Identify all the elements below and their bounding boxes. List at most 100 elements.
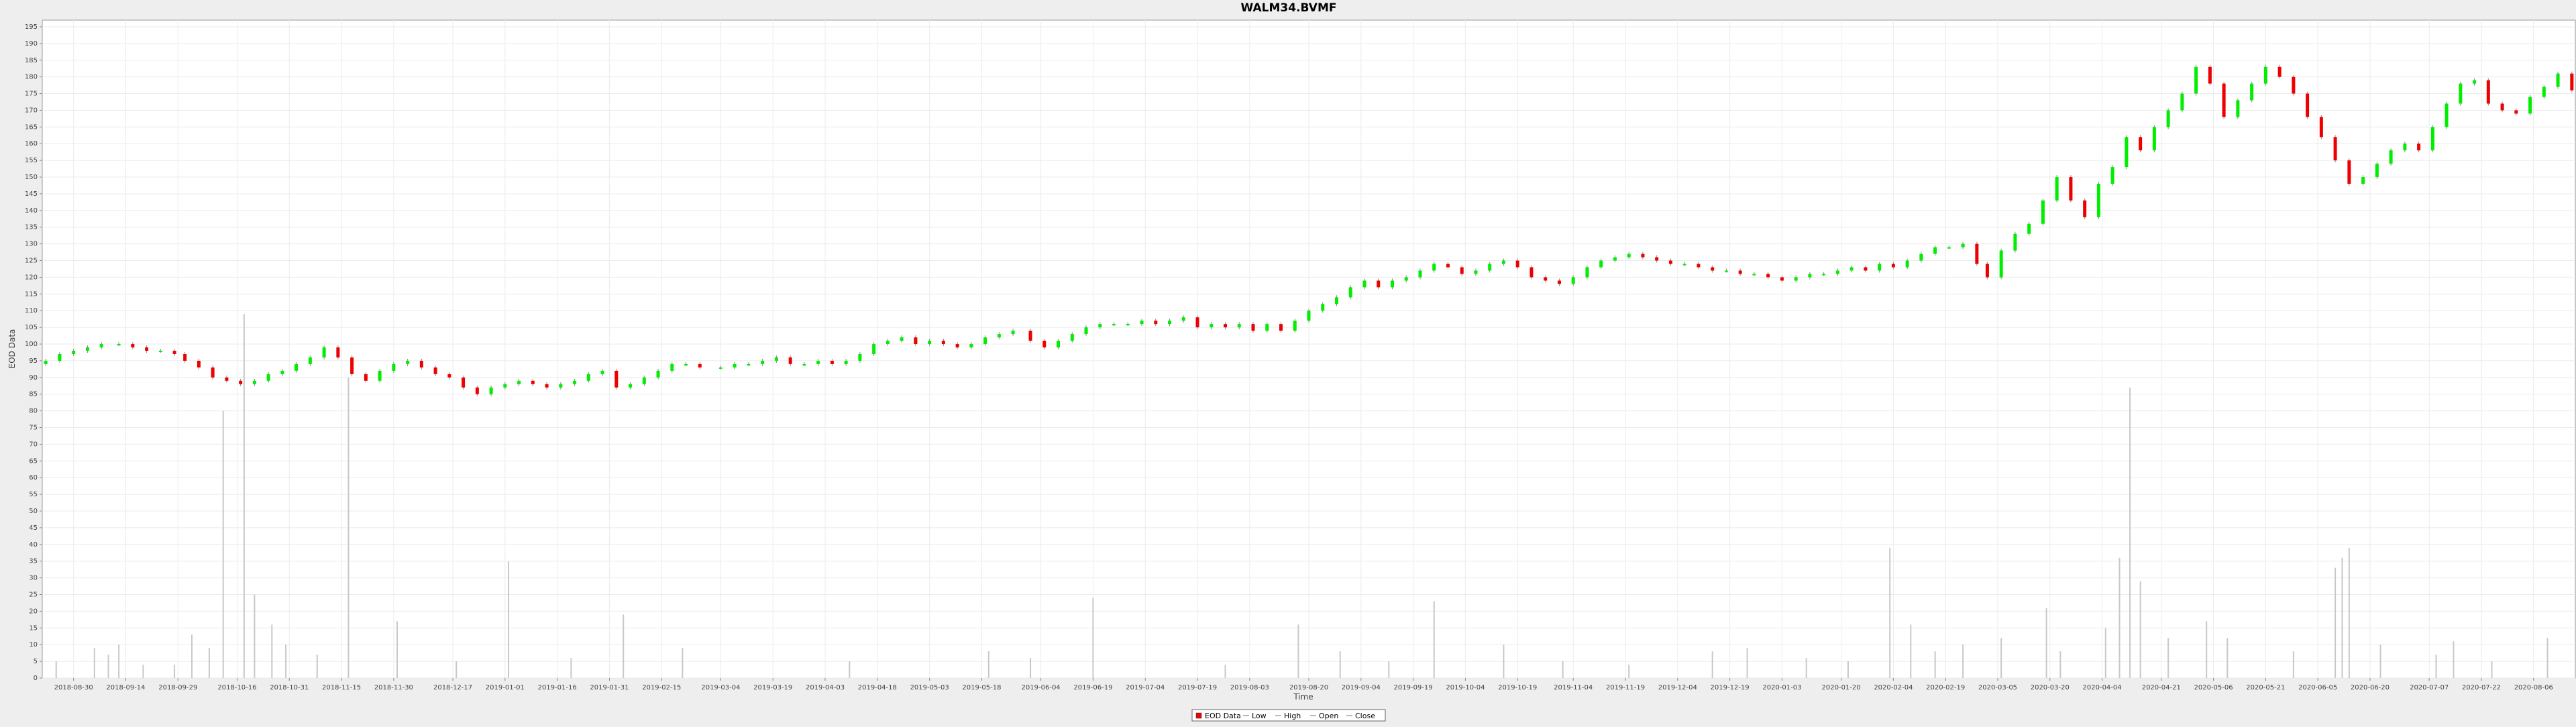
candle-down bbox=[364, 374, 368, 381]
volume-bar bbox=[1433, 601, 1435, 678]
y-tick-label: 180 bbox=[25, 74, 38, 81]
volume-bar bbox=[2139, 581, 2141, 678]
candle-up bbox=[1362, 280, 1366, 288]
candle-up bbox=[718, 367, 722, 369]
candle-down bbox=[211, 367, 215, 378]
candle-up bbox=[1724, 270, 1728, 272]
volume-bar bbox=[2341, 557, 2343, 678]
x-tick-label: 2018-12-17 bbox=[433, 684, 472, 691]
x-tick-label: 2020-05-06 bbox=[2194, 684, 2233, 691]
candle-up bbox=[1404, 277, 1408, 281]
x-tick-label: 2019-05-18 bbox=[962, 684, 1001, 691]
candle-up bbox=[1112, 324, 1116, 326]
candle-down bbox=[955, 344, 959, 348]
y-tick-label: 25 bbox=[29, 592, 38, 599]
candle-up bbox=[2041, 200, 2045, 224]
candle-down bbox=[941, 341, 945, 345]
volume-bar bbox=[1847, 661, 1849, 678]
candle-up bbox=[117, 344, 121, 346]
candle-down bbox=[2222, 83, 2226, 117]
candle-up bbox=[761, 360, 765, 364]
x-tick-label: 2020-03-20 bbox=[2031, 684, 2070, 691]
candle-up bbox=[99, 344, 103, 348]
candle-up bbox=[2125, 137, 2129, 168]
volume-bar bbox=[1711, 651, 1713, 678]
candle-down bbox=[830, 360, 834, 364]
volume-bar bbox=[455, 661, 458, 678]
candle-down bbox=[239, 380, 243, 384]
chart-title: WALM34.BVMF bbox=[1241, 1, 1337, 15]
candle-up bbox=[2013, 233, 2017, 251]
candle-up bbox=[1390, 280, 1394, 288]
volume-bar bbox=[118, 645, 120, 678]
candle-up bbox=[586, 374, 590, 381]
candle-up bbox=[2263, 66, 2267, 84]
candle-down bbox=[1864, 267, 1868, 271]
y-tick-label: 15 bbox=[29, 624, 38, 632]
y-tick-label: 100 bbox=[25, 341, 38, 348]
legend-label: EOD Data bbox=[1205, 712, 1241, 720]
volume-bar bbox=[254, 594, 256, 678]
candle-down bbox=[1711, 267, 1715, 271]
legend-box bbox=[1191, 709, 1386, 722]
y-tick-label: 85 bbox=[29, 391, 38, 398]
candle-up bbox=[1835, 270, 1839, 274]
volume-bar bbox=[1030, 658, 1032, 678]
volume-bar bbox=[2118, 557, 2121, 678]
candle-down bbox=[531, 380, 535, 384]
volume-bar bbox=[191, 634, 193, 678]
candle-up bbox=[670, 364, 674, 371]
candle-down bbox=[1544, 277, 1548, 281]
candle-down bbox=[475, 387, 479, 394]
candle-down bbox=[433, 367, 437, 374]
volume-bar bbox=[2000, 638, 2002, 678]
volume-bar bbox=[2491, 661, 2493, 678]
volume-bar bbox=[2435, 655, 2437, 678]
candle-up bbox=[1585, 267, 1589, 278]
candle-down bbox=[1529, 267, 1534, 278]
volume-bar bbox=[1224, 665, 1226, 678]
candle-down bbox=[1655, 257, 1659, 261]
y-tick-label: 115 bbox=[25, 290, 38, 298]
x-tick-label: 2019-03-19 bbox=[753, 684, 792, 691]
volume-bar bbox=[987, 651, 989, 678]
legend-label: Close bbox=[1355, 712, 1375, 720]
x-tick-label: 2019-08-20 bbox=[1289, 684, 1328, 691]
volume-bar bbox=[2292, 651, 2294, 678]
x-tick-label: 2020-02-19 bbox=[1926, 684, 1965, 691]
x-tick-label: 2020-01-03 bbox=[1762, 684, 1801, 691]
y-tick-label: 165 bbox=[25, 123, 38, 131]
y-tick-label: 125 bbox=[25, 258, 38, 265]
candle-down bbox=[2139, 137, 2143, 151]
candle-down bbox=[1154, 321, 1158, 325]
x-tick-label: 2020-04-21 bbox=[2142, 684, 2181, 691]
volume-bar bbox=[2348, 547, 2350, 678]
candle-up bbox=[1348, 287, 1352, 298]
candle-down bbox=[1668, 260, 1672, 264]
candle-down bbox=[1985, 264, 1989, 278]
candle-up bbox=[322, 347, 326, 357]
volume-bar bbox=[570, 658, 572, 678]
x-tick-label: 2019-02-15 bbox=[642, 684, 681, 691]
candle-up bbox=[1571, 277, 1575, 284]
x-tick-label: 2020-04-04 bbox=[2083, 684, 2122, 691]
candle-down bbox=[545, 384, 549, 388]
y-tick-label: 50 bbox=[29, 508, 38, 515]
candle-up bbox=[1418, 270, 1422, 278]
candle-up bbox=[1432, 264, 1436, 271]
legend: EOD Data Low High Open Close bbox=[1191, 709, 1386, 722]
volume-bar bbox=[347, 377, 350, 678]
candle-down bbox=[1028, 331, 1032, 341]
candle-down bbox=[2306, 93, 2310, 117]
candle-up bbox=[2180, 93, 2184, 111]
candle-down bbox=[614, 370, 619, 388]
x-tick-label: 2020-03-05 bbox=[1978, 684, 2017, 691]
candle-down bbox=[1780, 277, 1784, 281]
volume-bar bbox=[1934, 651, 1936, 678]
y-tick-label: 75 bbox=[29, 425, 38, 432]
x-tick-label: 2020-06-20 bbox=[2351, 684, 2390, 691]
volume-bar bbox=[2226, 638, 2229, 678]
candle-up bbox=[1794, 277, 1798, 281]
candle-down bbox=[1251, 324, 1255, 331]
volume-bar bbox=[1339, 651, 1341, 678]
